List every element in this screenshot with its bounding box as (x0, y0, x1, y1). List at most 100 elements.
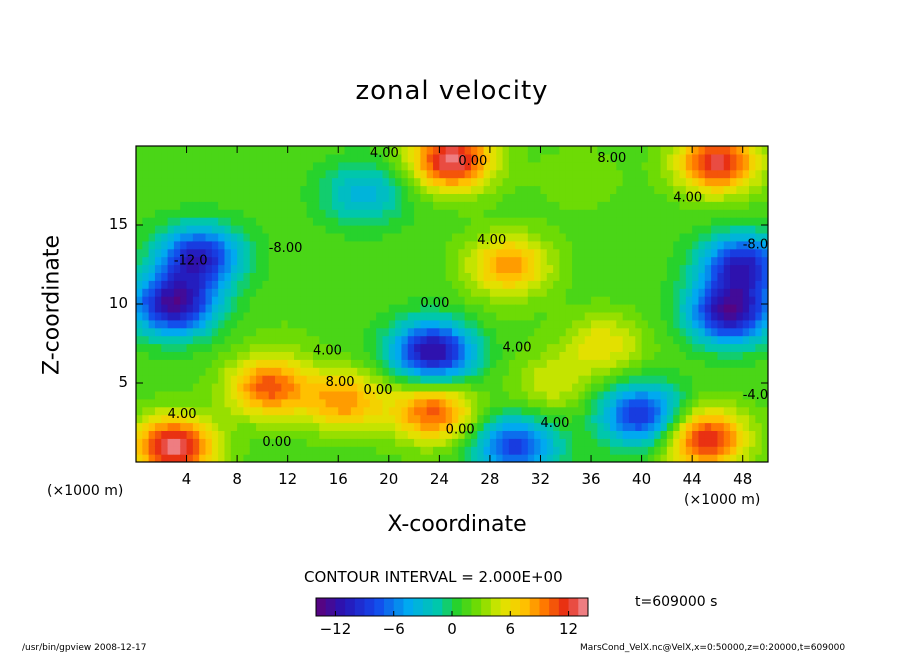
heat-cell (192, 232, 200, 242)
heat-cell (338, 280, 346, 289)
heat-cell (546, 177, 554, 187)
colorbar-tick-label: 6 (505, 620, 516, 638)
heat-cell (287, 217, 295, 226)
heat-cell (180, 406, 188, 416)
heat-cell (136, 209, 143, 218)
heat-cell (578, 454, 586, 462)
heat-cell (559, 193, 567, 202)
heat-cell (237, 256, 245, 266)
heat-cell (679, 375, 687, 384)
heat-cell (584, 248, 592, 258)
heat-cell (357, 430, 365, 439)
heat-cell (521, 153, 529, 163)
heat-cell (603, 343, 611, 352)
heat-cell (306, 153, 314, 163)
y-axis-label: Z-coordinate (39, 235, 65, 375)
heat-cell (521, 232, 529, 242)
heat-cell (489, 161, 497, 171)
heat-cell (173, 383, 181, 392)
heat-cell (319, 193, 327, 202)
heat-cell (464, 311, 472, 321)
heat-cell (173, 256, 181, 266)
heat-cell (641, 146, 649, 155)
heat-cell (565, 153, 573, 163)
heat-cell (610, 351, 617, 360)
heat-cell (294, 327, 301, 337)
heat-cell (306, 406, 314, 416)
heat-cell (666, 296, 674, 305)
heat-cell (376, 240, 384, 250)
heat-cell (338, 390, 346, 400)
heat-cell (256, 201, 263, 210)
heat-cell (578, 217, 586, 226)
heat-cell (180, 256, 188, 266)
heat-cell (502, 422, 510, 431)
heat-cell (173, 446, 181, 455)
heat-cell (142, 256, 150, 266)
heat-cell (755, 264, 763, 273)
heat-cell (470, 438, 478, 447)
heat-cell (660, 335, 668, 345)
heat-cell (698, 446, 706, 455)
heat-cell (262, 430, 270, 439)
heat-cell (148, 225, 156, 234)
heat-cell (136, 146, 143, 155)
heat-cell (414, 390, 421, 400)
heat-cell (420, 280, 428, 289)
contour-label: 0.00 (420, 296, 449, 311)
heat-cell (344, 193, 352, 202)
heat-cell (275, 225, 282, 234)
heat-cell (388, 232, 396, 242)
heat-cell (363, 217, 371, 226)
heat-cell (578, 146, 586, 155)
heat-cell (559, 201, 567, 210)
heat-cell (755, 319, 763, 329)
heat-cell (433, 335, 440, 345)
heat-cell (736, 296, 744, 305)
heat-cell (641, 454, 649, 462)
heat-cell (211, 406, 219, 416)
heat-cell (717, 185, 725, 194)
heat-cell (603, 169, 611, 179)
heat-cell (679, 422, 687, 431)
heat-cell (388, 225, 396, 234)
heat-cell (477, 454, 485, 462)
heat-cell (761, 359, 768, 368)
heat-cell (357, 161, 365, 171)
heat-cell (401, 193, 409, 202)
heat-cell (148, 438, 156, 447)
heat-cell (654, 390, 662, 400)
heat-cell (578, 390, 586, 400)
heat-cell (205, 422, 213, 431)
heat-cell (173, 185, 181, 194)
heat-cell (395, 232, 403, 242)
heat-cell (256, 280, 263, 289)
heat-cell (300, 280, 308, 289)
heat-cell (268, 359, 276, 368)
heat-cell (401, 406, 409, 416)
heat-cell (679, 304, 687, 313)
heat-cell (218, 169, 226, 179)
heat-cell (268, 343, 276, 352)
heat-cell (369, 146, 377, 155)
heat-cell (420, 422, 428, 431)
heat-cell (597, 248, 605, 258)
heat-cell (281, 288, 289, 297)
heat-cell (237, 319, 245, 329)
heat-cell (755, 359, 763, 368)
heat-cell (420, 201, 428, 210)
heat-cell (736, 406, 744, 416)
heat-cell (755, 446, 763, 455)
heat-cell (742, 311, 750, 321)
heat-cell (382, 296, 390, 305)
heat-cell (711, 351, 719, 360)
heat-cell (224, 264, 232, 273)
heat-cell (610, 146, 617, 155)
heat-cell (344, 146, 352, 155)
heat-cell (635, 256, 643, 266)
heat-cell (477, 375, 485, 384)
heat-cell (376, 359, 384, 368)
heat-cell (742, 232, 750, 242)
heat-cell (426, 359, 434, 368)
heat-cell (597, 232, 605, 242)
